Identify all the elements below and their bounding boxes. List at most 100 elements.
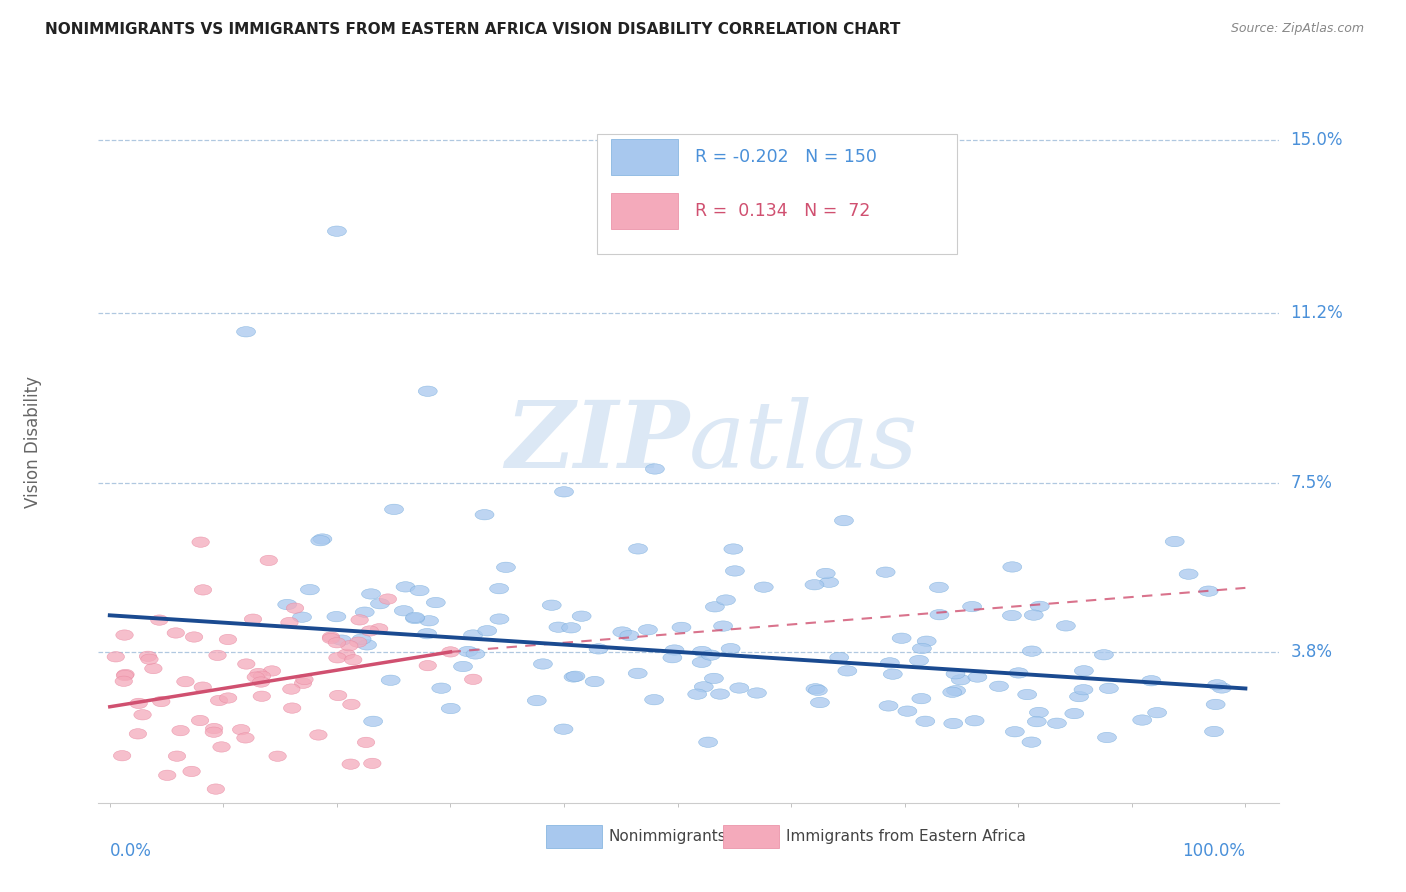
Ellipse shape: [692, 657, 711, 667]
Ellipse shape: [169, 751, 186, 762]
Ellipse shape: [145, 664, 162, 673]
Ellipse shape: [396, 582, 415, 592]
Ellipse shape: [211, 695, 228, 706]
Ellipse shape: [810, 698, 830, 707]
Ellipse shape: [628, 668, 647, 679]
Ellipse shape: [1094, 649, 1114, 660]
Ellipse shape: [1199, 586, 1218, 597]
Ellipse shape: [1010, 668, 1028, 678]
Ellipse shape: [343, 699, 360, 709]
Ellipse shape: [352, 634, 371, 644]
Ellipse shape: [207, 784, 225, 794]
Ellipse shape: [150, 615, 169, 625]
Ellipse shape: [699, 737, 717, 747]
Ellipse shape: [706, 601, 724, 612]
Ellipse shape: [1056, 621, 1076, 631]
Ellipse shape: [344, 655, 361, 665]
Ellipse shape: [1002, 562, 1022, 572]
Ellipse shape: [352, 615, 368, 625]
Ellipse shape: [672, 623, 690, 632]
Ellipse shape: [662, 653, 682, 663]
Ellipse shape: [370, 599, 389, 609]
Ellipse shape: [177, 676, 194, 687]
Ellipse shape: [350, 637, 367, 648]
Ellipse shape: [281, 617, 298, 628]
Ellipse shape: [879, 701, 898, 711]
Ellipse shape: [808, 685, 827, 696]
Ellipse shape: [693, 647, 711, 657]
Text: 15.0%: 15.0%: [1291, 131, 1343, 149]
Text: Nonimmigrants: Nonimmigrants: [609, 830, 727, 844]
Ellipse shape: [730, 683, 749, 693]
Ellipse shape: [638, 624, 658, 635]
Ellipse shape: [1142, 675, 1161, 686]
Ellipse shape: [1022, 737, 1040, 747]
Ellipse shape: [929, 609, 949, 620]
Ellipse shape: [245, 614, 262, 624]
Ellipse shape: [1180, 569, 1198, 579]
Ellipse shape: [912, 643, 931, 654]
Ellipse shape: [645, 464, 665, 475]
Ellipse shape: [1208, 680, 1226, 690]
Ellipse shape: [1047, 718, 1066, 729]
Ellipse shape: [620, 631, 638, 640]
Ellipse shape: [478, 625, 496, 636]
Ellipse shape: [159, 770, 176, 780]
Ellipse shape: [883, 669, 903, 680]
Ellipse shape: [342, 759, 360, 769]
Ellipse shape: [1022, 646, 1042, 657]
FancyBboxPatch shape: [612, 139, 678, 175]
Ellipse shape: [754, 582, 773, 592]
Ellipse shape: [912, 693, 931, 704]
Ellipse shape: [967, 672, 987, 682]
Ellipse shape: [167, 628, 184, 638]
Ellipse shape: [725, 566, 744, 576]
Ellipse shape: [876, 567, 896, 577]
Ellipse shape: [134, 710, 152, 720]
Ellipse shape: [332, 635, 352, 645]
Ellipse shape: [454, 661, 472, 672]
Ellipse shape: [943, 718, 963, 729]
Ellipse shape: [328, 638, 346, 648]
Ellipse shape: [589, 644, 607, 654]
Ellipse shape: [250, 668, 267, 679]
Text: 3.8%: 3.8%: [1291, 643, 1333, 661]
Ellipse shape: [464, 674, 482, 684]
Ellipse shape: [748, 688, 766, 698]
Ellipse shape: [527, 696, 547, 706]
Ellipse shape: [441, 703, 460, 714]
Ellipse shape: [380, 594, 396, 604]
Ellipse shape: [284, 703, 301, 714]
Ellipse shape: [1133, 714, 1152, 725]
FancyBboxPatch shape: [612, 193, 678, 229]
Ellipse shape: [806, 580, 824, 590]
Ellipse shape: [1147, 707, 1167, 718]
Ellipse shape: [464, 630, 482, 640]
Ellipse shape: [219, 634, 236, 645]
Ellipse shape: [405, 612, 425, 623]
Ellipse shape: [1024, 610, 1043, 620]
Ellipse shape: [898, 706, 917, 716]
Text: Source: ZipAtlas.com: Source: ZipAtlas.com: [1230, 22, 1364, 36]
FancyBboxPatch shape: [546, 825, 602, 848]
Text: atlas: atlas: [689, 397, 918, 486]
Ellipse shape: [880, 657, 900, 668]
Ellipse shape: [287, 603, 304, 614]
Ellipse shape: [357, 737, 375, 747]
Ellipse shape: [208, 650, 226, 661]
Ellipse shape: [191, 537, 209, 548]
Ellipse shape: [1002, 610, 1021, 621]
Ellipse shape: [714, 621, 733, 632]
Ellipse shape: [838, 665, 856, 676]
Ellipse shape: [356, 607, 374, 617]
Ellipse shape: [475, 509, 494, 520]
Ellipse shape: [370, 624, 388, 634]
Ellipse shape: [724, 544, 742, 554]
Text: R = -0.202   N = 150: R = -0.202 N = 150: [695, 148, 877, 166]
Ellipse shape: [585, 676, 605, 687]
Text: R =  0.134   N =  72: R = 0.134 N = 72: [695, 202, 870, 220]
Ellipse shape: [1206, 699, 1225, 710]
Ellipse shape: [115, 630, 134, 640]
Ellipse shape: [830, 652, 849, 663]
Ellipse shape: [183, 766, 200, 777]
